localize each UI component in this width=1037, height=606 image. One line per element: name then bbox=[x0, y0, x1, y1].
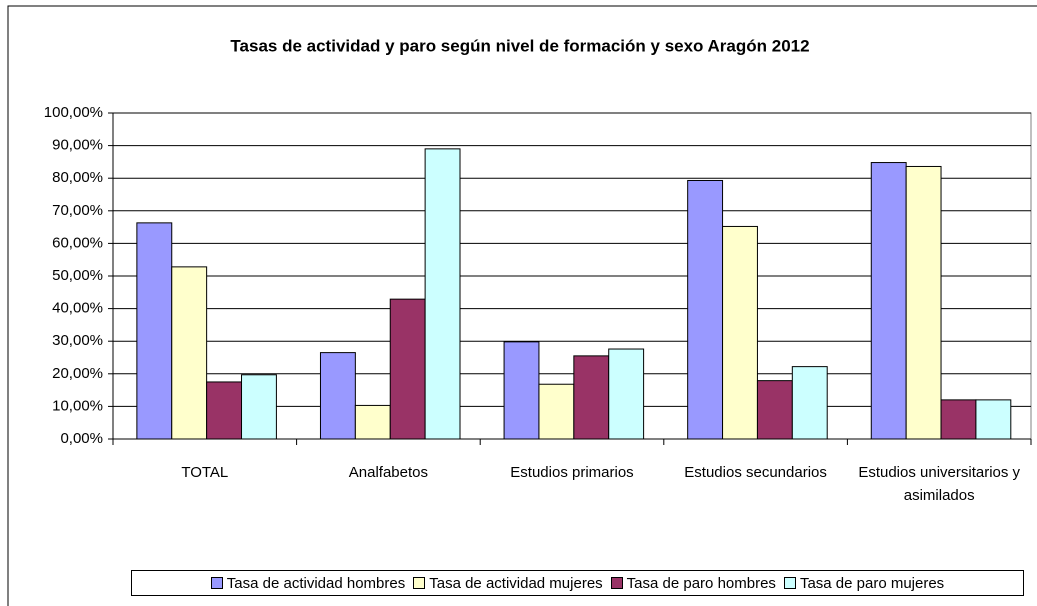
bar bbox=[206, 381, 243, 440]
x-tick-label: Analfabetos bbox=[348, 464, 428, 481]
y-tick-label: 50,00% bbox=[52, 267, 103, 284]
bar bbox=[319, 352, 356, 440]
bar bbox=[940, 399, 977, 440]
y-tick-label: 70,00% bbox=[52, 202, 103, 219]
legend-item: Tasa de paro mujeres bbox=[783, 574, 945, 592]
bar bbox=[424, 148, 461, 440]
y-tick-label: 10,00% bbox=[52, 397, 103, 414]
y-tick-label: 0,00% bbox=[60, 430, 103, 447]
legend-swatch bbox=[210, 577, 223, 589]
x-tick-label: Estudios universitarios y asimilados bbox=[858, 464, 1021, 504]
legend-swatch bbox=[413, 577, 426, 589]
legend-label: Tasa de actividad mujeres bbox=[429, 574, 603, 592]
legend-item: Tasa de paro hombres bbox=[610, 574, 776, 592]
bar bbox=[136, 222, 173, 440]
x-tick-label: Estudios primarios bbox=[510, 464, 634, 481]
bar bbox=[389, 298, 426, 440]
y-tick-label: 90,00% bbox=[52, 137, 103, 154]
y-tick-label: 100,00% bbox=[44, 104, 103, 121]
bar bbox=[870, 162, 907, 440]
bar bbox=[241, 374, 277, 440]
bar bbox=[354, 404, 391, 440]
legend-item: Tasa de actividad hombres bbox=[210, 574, 406, 592]
y-tick-label: 60,00% bbox=[52, 234, 103, 251]
bar bbox=[687, 179, 724, 440]
legend: Tasa de actividad hombres Tasa de activid… bbox=[131, 570, 1024, 596]
bar bbox=[975, 399, 1012, 440]
y-tick-label: 80,00% bbox=[52, 169, 103, 186]
bar bbox=[573, 355, 610, 440]
legend-label: Tasa de paro hombres bbox=[626, 574, 776, 592]
legend-label: Tasa de actividad hombres bbox=[226, 574, 406, 592]
bar bbox=[538, 383, 575, 440]
y-tick-label: 40,00% bbox=[52, 300, 103, 317]
chart-title: Tasas de actividad y paro según nivel de… bbox=[230, 36, 809, 55]
chart-border bbox=[7, 5, 1037, 606]
legend-swatch bbox=[783, 577, 796, 589]
y-tick-label: 30,00% bbox=[52, 332, 103, 349]
y-tick-label: 20,00% bbox=[52, 365, 103, 382]
bar bbox=[722, 225, 758, 440]
legend-swatch bbox=[610, 577, 623, 589]
bar bbox=[608, 348, 645, 440]
x-tick-label: Estudios secundarios bbox=[684, 464, 827, 481]
bar bbox=[905, 165, 942, 440]
bar bbox=[756, 380, 793, 440]
legend-label: Tasa de paro mujeres bbox=[799, 574, 945, 592]
legend-item: Tasa de actividad mujeres bbox=[413, 574, 603, 592]
bar bbox=[171, 266, 208, 440]
x-tick-label: TOTAL bbox=[181, 464, 229, 481]
bar bbox=[503, 341, 540, 440]
bar bbox=[791, 366, 828, 440]
